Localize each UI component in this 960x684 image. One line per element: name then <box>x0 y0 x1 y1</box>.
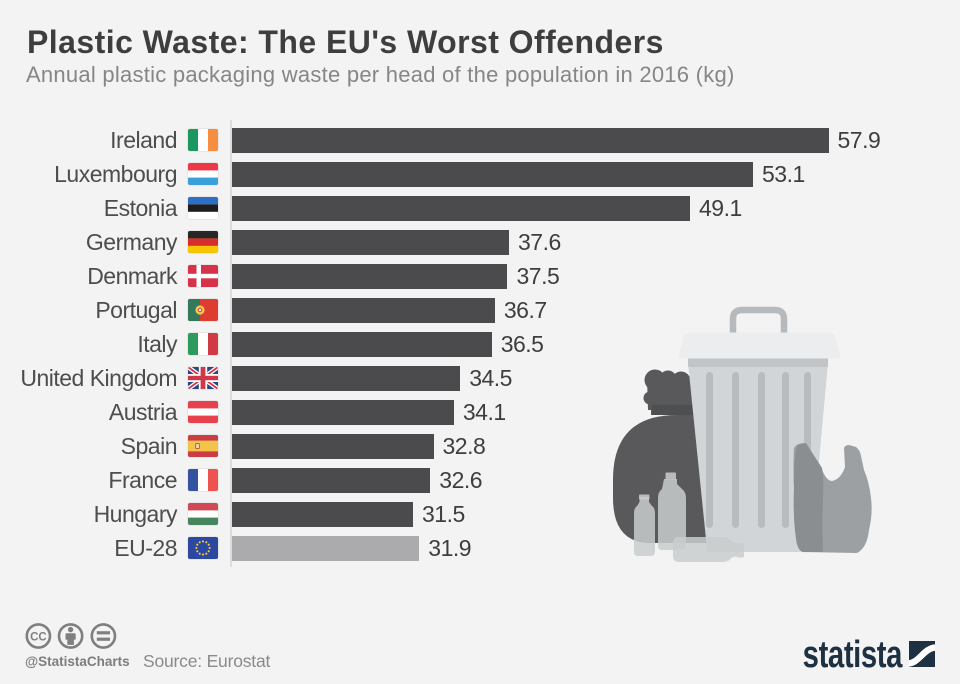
svg-text:CC: CC <box>30 631 47 643</box>
